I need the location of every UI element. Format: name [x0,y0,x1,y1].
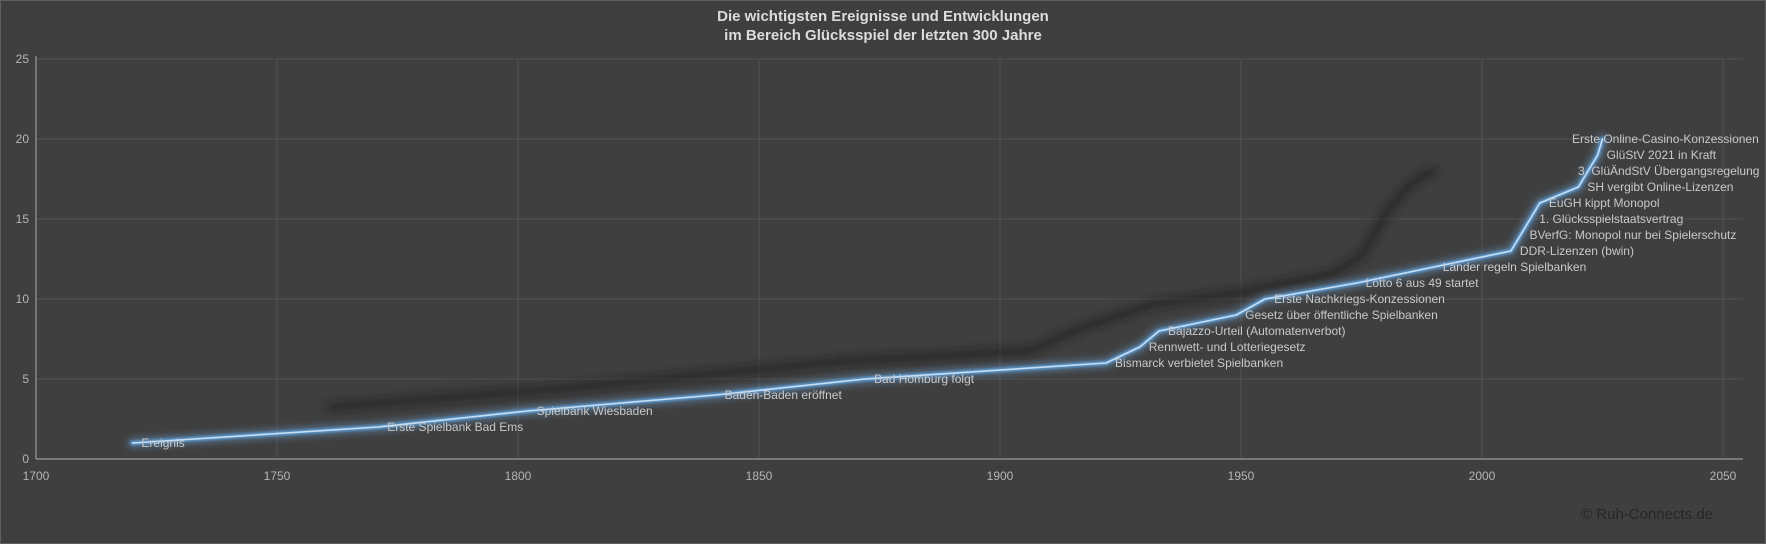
y-tick-label-20: 20 [15,132,29,146]
event-label-18: 3. GlüÄndStV Übergangsregelung [1578,164,1760,178]
event-label-3: Spielbank Wiesbaden [536,404,653,418]
event-label-8: Bajazzo-Urteil (Automatenverbot) [1168,324,1346,338]
x-tick-label-1950: 1950 [1227,469,1255,483]
event-label-19: GlüStV 2021 in Kraft [1606,148,1717,162]
shadow-line [326,167,1438,411]
event-label-14: BVerfG: Monopol nur bei Spielerschutz [1529,228,1737,242]
event-label-9: Gesetz über öffentliche Spielbanken [1245,308,1438,322]
event-line [130,136,1605,446]
x-tick-label-2050: 2050 [1709,469,1737,483]
copyright-watermark: © Ruh-Connects.de [1581,506,1713,523]
y-tick-label-0: 0 [22,452,29,466]
event-label-11: Lotto 6 aus 49 startet [1365,276,1479,290]
event-label-17: SH vergibt Online-Lizenzen [1587,180,1734,194]
event-line-core [131,138,1604,444]
event-label-13: DDR-Lizenzen (bwin) [1519,244,1634,258]
event-label-7: Rennwett- und Lotteriegesetz [1148,340,1306,354]
x-tick-label-1800: 1800 [504,469,532,483]
y-tick-label-10: 10 [15,292,29,306]
event-label-12: Länder regeln Spielbanken [1442,260,1587,274]
event-label-6: Bismarck verbietet Spielbanken [1115,356,1284,370]
event-label-5: Bad Homburg folgt [874,372,975,386]
x-tick-label-1750: 1750 [263,469,291,483]
y-tick-label-25: 25 [15,52,29,66]
event-line-glow [126,133,1608,449]
event-label-2: Erste Spielbank Bad Ems [387,420,524,434]
event-label-4: Baden-Baden eröffnet [724,388,842,402]
event-label-20: Erste Online-Casino-Konzessionen [1572,132,1759,146]
chart-title-line1: Die wichtigsten Ereignisse und Entwicklu… [717,8,1049,25]
chart-title-line2: im Bereich Glücksspiel der letzten 300 J… [724,27,1042,44]
event-label-10: Erste Nachkriegs-Konzessionen [1274,292,1445,306]
y-tick-label-5: 5 [22,372,29,386]
y-tick-label-15: 15 [15,212,29,226]
x-tick-label-1850: 1850 [745,469,773,483]
event-label-16: EuGH kippt Monopol [1548,196,1660,210]
x-tick-label-2000: 2000 [1468,469,1496,483]
event-label-1: Ereignis [141,436,185,450]
x-tick-label-1900: 1900 [986,469,1014,483]
chart-title: Die wichtigsten Ereignisse und Entwicklu… [1,7,1765,45]
x-tick-label-1700: 1700 [22,469,50,483]
event-label-15: 1. Glücksspielstaatsvertrag [1539,212,1684,226]
